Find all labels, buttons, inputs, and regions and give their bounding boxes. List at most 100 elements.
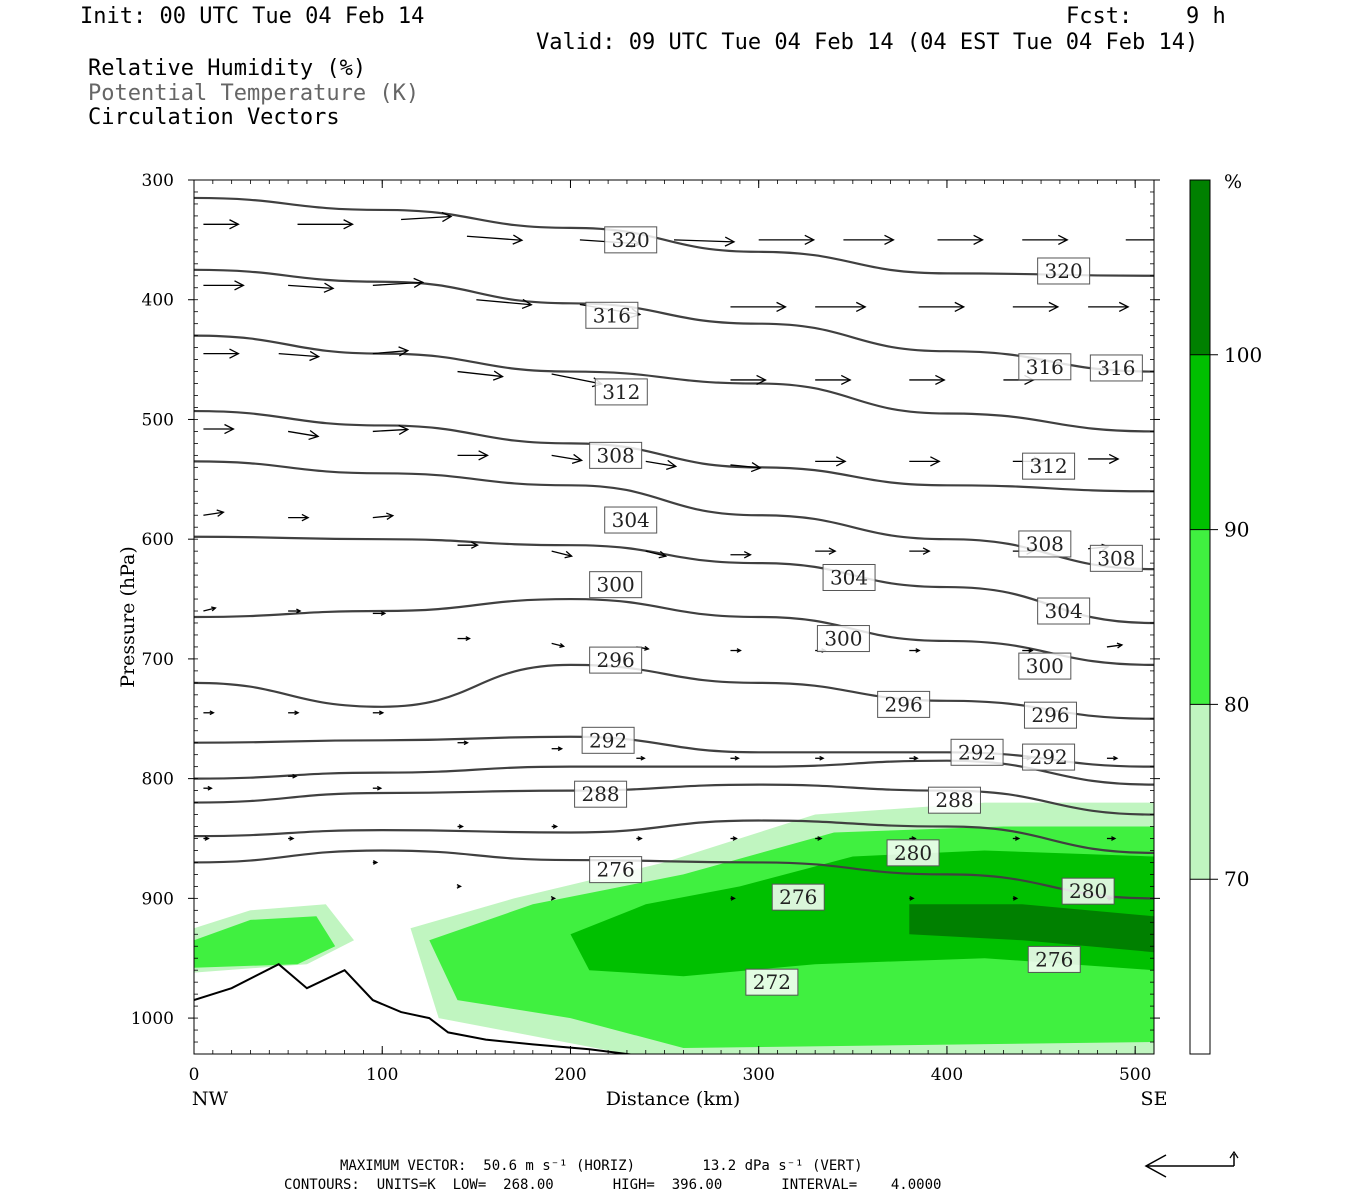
- vector-shaft: [372, 349, 408, 355]
- circulation-vector: [730, 374, 767, 386]
- circulation-vector: [815, 547, 837, 555]
- circulation-vector: [815, 456, 847, 467]
- theta-label-box: [877, 690, 931, 718]
- y-tick-label: 400: [142, 291, 174, 311]
- theta-label: 316: [1018, 353, 1072, 381]
- circulation-vector: [550, 895, 557, 901]
- circulation-vector: [457, 541, 479, 549]
- init-time: Init: 00 UTC Tue 04 Feb 14: [80, 4, 425, 29]
- vector-head: [1108, 453, 1120, 465]
- theta-label: 288: [574, 780, 628, 808]
- circulation-vector: [730, 648, 742, 653]
- theta-label-text: 304: [1045, 599, 1083, 623]
- forecast-label: Fcst:: [1066, 4, 1133, 29]
- vector-head: [308, 429, 320, 441]
- circulation-vector: [1088, 301, 1130, 313]
- colorbar-label: 90: [1224, 518, 1249, 542]
- y-tick-label: 600: [142, 530, 174, 550]
- circulation-vector: [551, 746, 564, 752]
- vector-head: [380, 610, 387, 616]
- circulation-vector: [457, 370, 504, 381]
- theta-label-text: 296: [1031, 703, 1069, 727]
- x-tick-label: 500: [1119, 1065, 1151, 1085]
- vector-shaft: [645, 550, 666, 557]
- theta-label-box: [1089, 354, 1143, 382]
- y-axis-label: Pressure (hPa): [117, 546, 139, 688]
- circulation-vector: [476, 298, 533, 310]
- circulation-vector: [909, 648, 921, 653]
- theta-label: 280: [1061, 877, 1115, 905]
- vector-shaft: [457, 370, 503, 378]
- vector-head: [209, 710, 215, 716]
- vector-head: [441, 211, 453, 223]
- colorbar-segment: [1190, 529, 1210, 705]
- theta-label-text: 276: [597, 858, 635, 882]
- vector-shaft: [401, 215, 452, 221]
- circulation-vector: [1022, 234, 1069, 245]
- vector-head: [301, 513, 310, 522]
- vector-head: [644, 645, 650, 651]
- theta-label: 288: [927, 786, 981, 814]
- circulation-vector: [815, 836, 823, 841]
- x-tick-label: 100: [366, 1065, 398, 1085]
- axis-layer: 300 400 500 600 700 800 900 1000 0 100 200 300 400 50…: [131, 171, 1160, 1085]
- circulation-vector: [730, 836, 738, 841]
- circulation-vector: [372, 512, 395, 520]
- x-axis-label: Distance (km): [606, 1088, 741, 1110]
- theta-label-box: [589, 441, 643, 469]
- circulation-vector: [372, 424, 410, 436]
- vector-head: [1116, 642, 1124, 649]
- forecast-hour: 9 h: [1186, 4, 1226, 29]
- circulation-vector: [909, 547, 931, 555]
- theta-label: 300: [1018, 652, 1072, 680]
- vector-head: [1012, 895, 1019, 901]
- theta-label-box: [771, 883, 825, 911]
- circulation-vector: [909, 374, 946, 386]
- vector-shaft: [730, 464, 761, 469]
- y-tick-label: 500: [142, 410, 174, 430]
- vector-head: [973, 234, 984, 245]
- theta-label: 272: [745, 968, 799, 996]
- theta-label: 316: [1089, 354, 1143, 382]
- vector-head: [376, 785, 383, 791]
- circulation-vector: [203, 836, 210, 841]
- vector-shaft: [203, 607, 216, 612]
- theta-label-box: [745, 968, 799, 996]
- theta-label-text: 296: [885, 692, 923, 716]
- theta-label-text: 308: [1097, 546, 1135, 570]
- theta-contour-276: [194, 849, 1154, 900]
- rh-region-90: [570, 850, 1154, 977]
- vector-head: [204, 836, 210, 841]
- vector-head: [1157, 235, 1166, 244]
- circulation-vector: [1106, 642, 1124, 649]
- vector-head: [835, 456, 847, 467]
- circulation-vector: [551, 453, 584, 465]
- vector-head: [470, 541, 479, 549]
- circulation-vector: [457, 636, 471, 642]
- vector-head: [776, 301, 787, 313]
- circulation-vector: [815, 755, 825, 761]
- theta-label-text: 280: [894, 841, 932, 865]
- vector-head: [463, 740, 469, 746]
- circulation-vector: [1088, 453, 1120, 465]
- vector-head: [294, 710, 300, 716]
- vector-head: [398, 346, 410, 357]
- vector-head: [915, 648, 921, 653]
- theta-label: 292: [950, 738, 1004, 766]
- theta-label-text: 300: [1026, 654, 1064, 678]
- circulation-vector: [909, 456, 941, 467]
- vector-head: [637, 836, 643, 841]
- vector-head: [512, 234, 524, 245]
- vector-head: [458, 824, 464, 829]
- vector-head: [309, 350, 321, 362]
- circulation-vector: [372, 346, 410, 357]
- vector-head: [229, 219, 240, 230]
- vector-head: [571, 453, 584, 465]
- circulation-vector: [645, 459, 678, 470]
- vector-head: [465, 636, 471, 642]
- colorbar-label: 70: [1224, 867, 1249, 891]
- circulation-vector: [203, 280, 245, 291]
- circulation-vector: [203, 423, 235, 435]
- vector-shaft: [278, 352, 319, 358]
- x-end-right: SE: [1141, 1088, 1168, 1110]
